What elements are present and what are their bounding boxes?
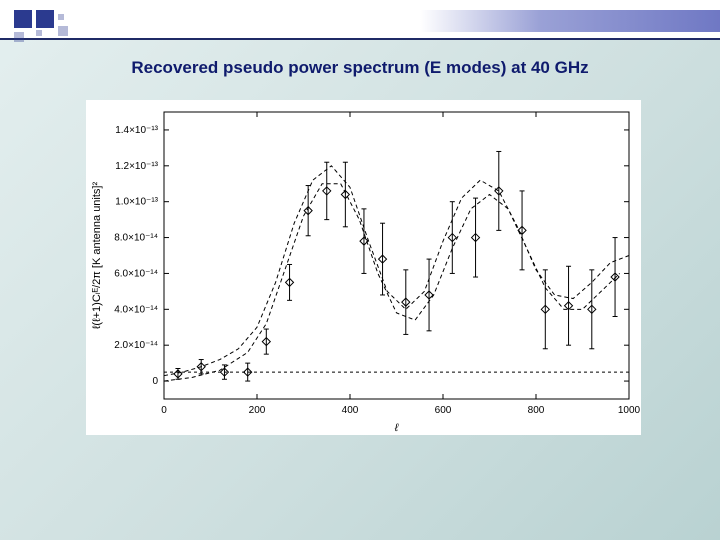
svg-text:2.0×10⁻¹⁴: 2.0×10⁻¹⁴ [114, 340, 158, 351]
svg-text:1.0×10⁻¹³: 1.0×10⁻¹³ [115, 197, 158, 208]
svg-text:0: 0 [161, 405, 167, 416]
svg-text:1.4×10⁻¹³: 1.4×10⁻¹³ [115, 125, 158, 136]
svg-text:600: 600 [435, 405, 452, 416]
svg-text:1.2×10⁻¹³: 1.2×10⁻¹³ [115, 161, 158, 172]
slide: Recovered pseudo power spectrum (E modes… [0, 0, 720, 540]
svg-text:400: 400 [342, 405, 359, 416]
svg-text:ℓ(ℓ+1)Cₗᴱ/2π [K antenna units: ℓ(ℓ+1)Cₗᴱ/2π [K antenna units]² [91, 182, 103, 330]
svg-text:4.0×10⁻¹⁴: 4.0×10⁻¹⁴ [114, 304, 158, 315]
svg-text:0: 0 [152, 376, 158, 387]
slide-title: Recovered pseudo power spectrum (E modes… [0, 58, 720, 78]
power-spectrum-chart: 0 200 400 600 800 1000 ℓ 0 2.0×10⁻¹⁴ 4.0×10⁻¹⁴ 6.0… [86, 100, 641, 435]
chart-panel: 0 200 400 600 800 1000 ℓ 0 2.0×10⁻¹⁴ 4.0×10⁻¹⁴ 6.0… [86, 100, 641, 435]
header-rule [0, 38, 720, 40]
header-gradient-strip [420, 10, 720, 32]
svg-text:6.0×10⁻¹⁴: 6.0×10⁻¹⁴ [114, 268, 158, 279]
svg-text:200: 200 [249, 405, 266, 416]
svg-text:800: 800 [528, 405, 545, 416]
svg-text:1000: 1000 [618, 405, 641, 416]
svg-text:8.0×10⁻¹⁴: 8.0×10⁻¹⁴ [114, 233, 158, 244]
svg-text:ℓ: ℓ [394, 422, 399, 434]
